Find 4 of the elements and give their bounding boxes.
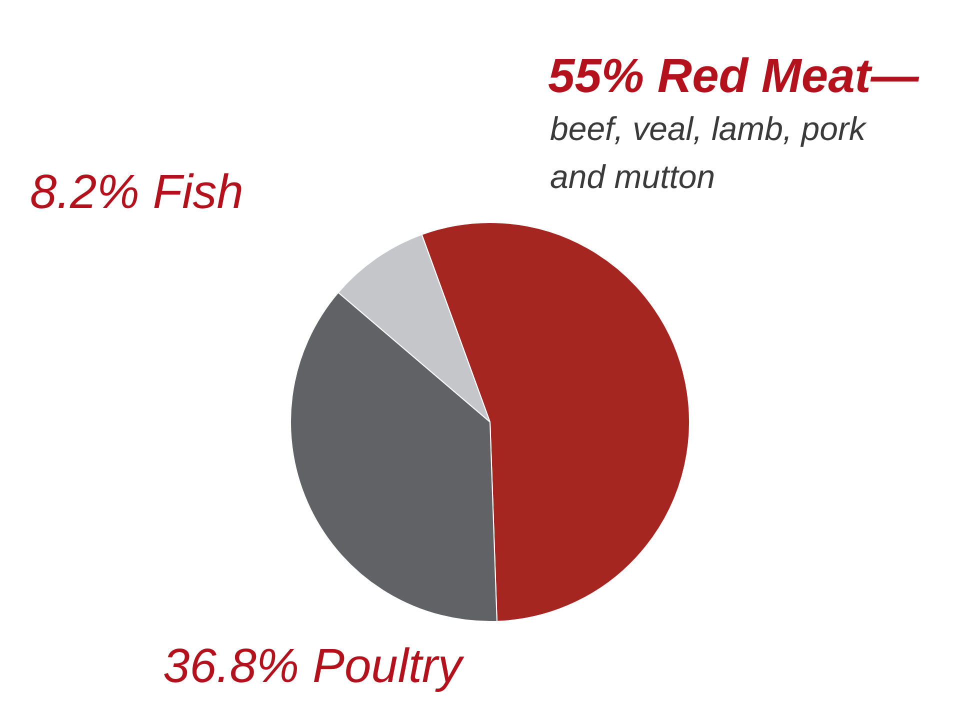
slice-label: 8.2% Fish	[30, 166, 244, 219]
slice-label: 36.8% Poultry	[163, 640, 465, 693]
text: beef, veal, lamb, pork and mutton	[550, 110, 867, 195]
slice-label: 55% Red Meat—	[548, 50, 920, 103]
